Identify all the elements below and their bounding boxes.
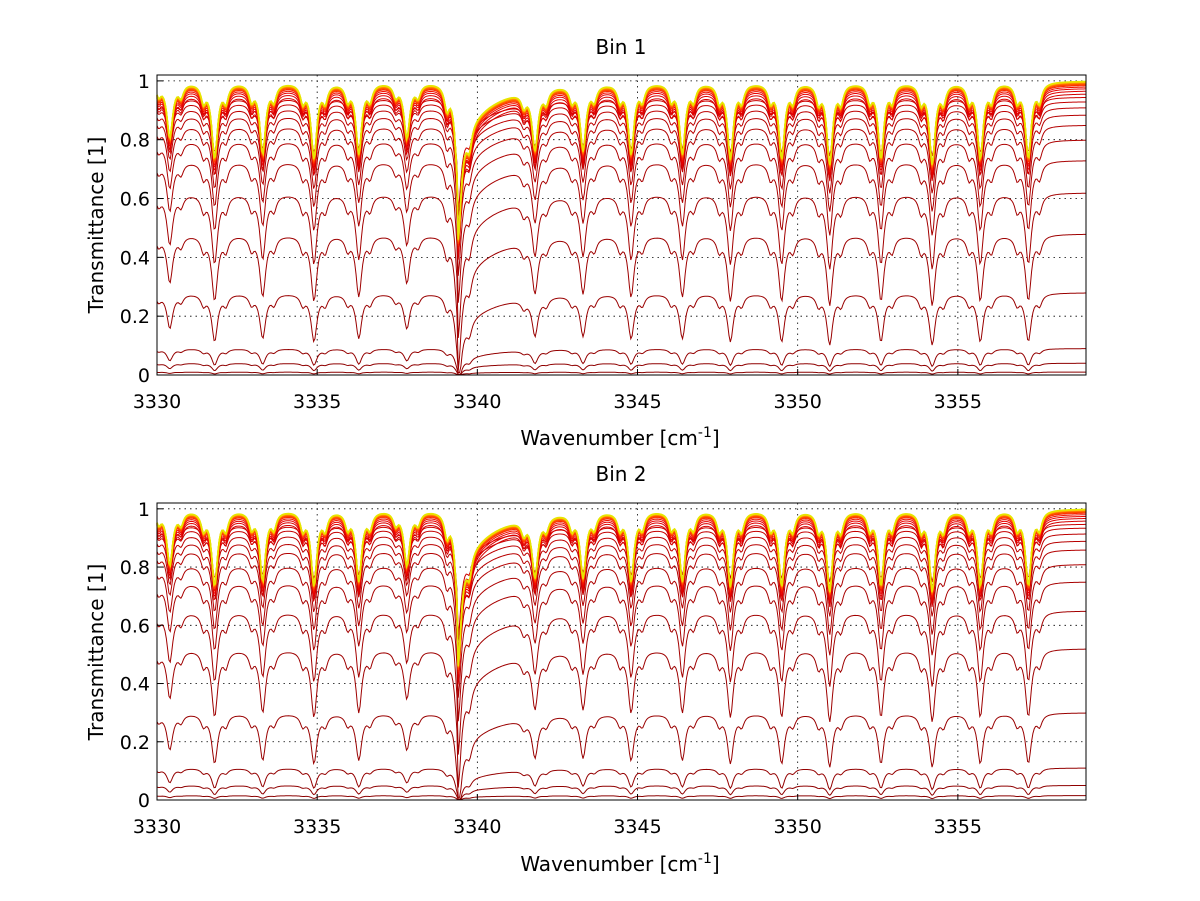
- series-line-7: [156, 610, 1087, 755]
- y-tick-label: 0.6: [120, 615, 150, 637]
- axes-frame: [156, 502, 1087, 801]
- ticks-layer: 3330 3335 3340 3345 3350 3355 0 0.2 0.4 0.6 0.8 1: [120, 499, 982, 838]
- x-tick-label: 3335: [293, 816, 341, 838]
- y-axis-label: Transmittance [1]: [84, 564, 108, 742]
- chart-title: Bin 2: [595, 462, 646, 486]
- ticks-layer: 3330 3335 3340 3345 3350 3355 0 0.2 0.4 0.6 0.8 1: [120, 71, 982, 413]
- series-line-8: [156, 581, 1087, 722]
- x-tick-label: 3355: [934, 391, 982, 413]
- series-line-11: [156, 114, 1087, 239]
- x-tick-label: 3335: [293, 391, 341, 413]
- x-tick-label: 3350: [774, 816, 822, 838]
- series-line-2: [156, 371, 1086, 376]
- x-axis-label-superscript: -1: [698, 425, 712, 441]
- x-axis-label-end: ]: [712, 852, 720, 876]
- x-axis-label-main: Wavenumber [cm: [520, 852, 698, 876]
- chart-title: Bin 1: [595, 35, 646, 59]
- series-line-26: [156, 80, 1087, 240]
- series-line-5: [156, 712, 1087, 798]
- series-line-4: [156, 348, 1086, 375]
- grid-layer: [156, 503, 1086, 801]
- series-line-4: [156, 767, 1086, 800]
- x-axis-label-superscript: -1: [698, 851, 712, 867]
- x-axis-label-main: Wavenumber [cm: [520, 426, 698, 450]
- x-tick-label: 3345: [613, 391, 661, 413]
- x-tick-label: 3350: [774, 391, 822, 413]
- series-line-6: [156, 233, 1087, 371]
- y-tick-label: 0.8: [120, 130, 150, 152]
- series-line-8: [156, 160, 1087, 303]
- y-tick-label: 1: [138, 71, 150, 93]
- x-tick-label: 3330: [133, 816, 181, 838]
- series-line-6: [156, 648, 1087, 788]
- series-line-3: [156, 785, 1086, 801]
- series-line-9: [156, 139, 1087, 276]
- chart-panel-bin-1: Bin 1 3330 3335 3340 3345 3350 3355 0 0.2 0.4 0.6…: [84, 35, 1087, 450]
- x-tick-label: 3345: [613, 816, 661, 838]
- series-line-10: [156, 549, 1087, 677]
- x-tick-label: 3340: [453, 391, 501, 413]
- y-tick-label: 0.8: [120, 557, 150, 579]
- x-tick-label: 3340: [453, 816, 501, 838]
- series-layer: [156, 508, 1087, 801]
- y-tick-label: 0.4: [120, 674, 150, 696]
- y-tick-label: 0.2: [120, 732, 150, 754]
- axes-frame: [156, 74, 1087, 376]
- series-line-3: [156, 362, 1086, 376]
- x-axis-label: Wavenumber [cm-1]: [520, 425, 719, 450]
- chart-panel-bin-2: Bin 2 3330 3335 3340 3345 3350 3355 0 0.2 0.4 0.6…: [84, 462, 1087, 876]
- y-tick-label: 0.4: [120, 247, 150, 269]
- series-line-26: [156, 508, 1087, 666]
- x-axis-label: Wavenumber [cm-1]: [520, 851, 719, 876]
- grid-layer: [156, 75, 1086, 376]
- y-axis-label: Transmittance [1]: [84, 137, 108, 315]
- series-line-2: [156, 795, 1087, 801]
- series-layer: [156, 80, 1087, 376]
- x-axis-label-end: ]: [712, 426, 720, 450]
- series-line-5: [156, 292, 1087, 374]
- y-tick-label: 0.6: [120, 189, 150, 211]
- y-tick-label: 0.2: [120, 306, 150, 328]
- y-tick-label: 0: [138, 790, 150, 812]
- series-line-7: [156, 192, 1087, 338]
- series-line-10: [156, 125, 1087, 255]
- x-tick-label: 3330: [133, 391, 181, 413]
- series-line-16: [156, 518, 1087, 681]
- y-tick-label: 1: [138, 499, 150, 521]
- series-line-9: [156, 564, 1087, 698]
- x-tick-label: 3355: [934, 816, 982, 838]
- y-tick-label: 0: [138, 365, 150, 387]
